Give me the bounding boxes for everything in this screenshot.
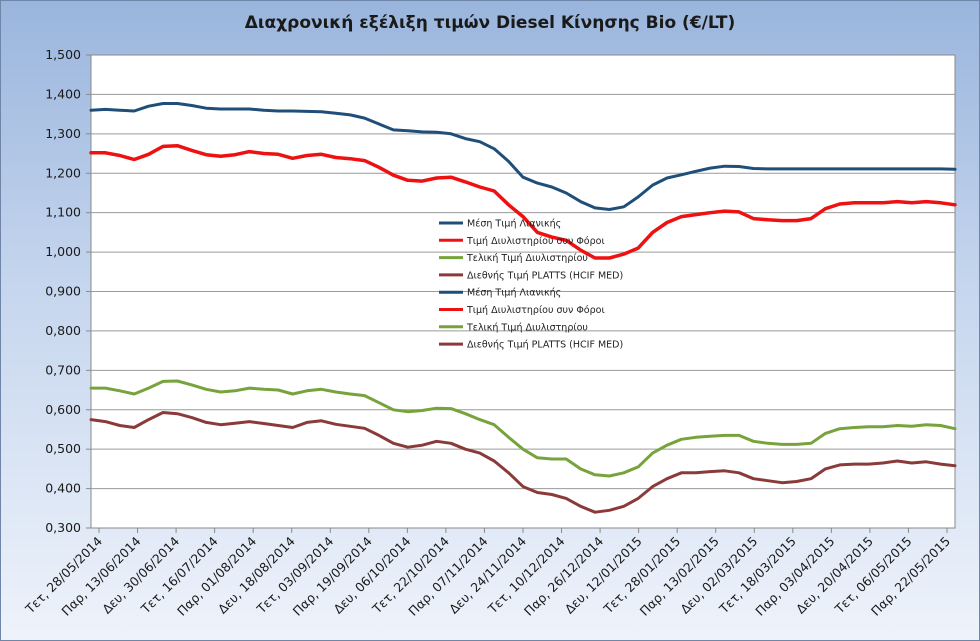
y-tick-label: 0,300 (45, 520, 81, 535)
y-tick-label: 1,200 (45, 165, 81, 180)
y-axis-ticks: 0,300 0,400 0,500 0,600 0,700 0,800 0,900 1,000… (45, 47, 91, 535)
series-line-1 (89, 102, 957, 211)
legend-label: Τιμή Διυλιστηρίου συν Φόροι (466, 305, 605, 316)
y-tick-label: 1,400 (45, 86, 81, 101)
y-tick-label: 0,900 (45, 284, 81, 299)
chart-title: Διαχρονική εξέλιξη τιμών Diesel Κίνησης … (244, 13, 736, 33)
y-tick-label: 0,600 (45, 402, 81, 417)
legend-label: Διεθνής Τιμή PLATTS (HCIF MED) (467, 340, 623, 351)
gridlines (91, 93, 955, 490)
series-line-2 (89, 143, 957, 260)
y-tick-label: 0,400 (45, 481, 81, 496)
legend-label: Μέση Τιμή Λιανικής (467, 219, 561, 230)
y-tick-label: 0,700 (45, 362, 81, 377)
legend-label: Μέση Τιμή Λιανικής (467, 288, 561, 299)
y-tick-label: 0,500 (45, 441, 81, 456)
y-tick-label: 0,800 (45, 323, 81, 338)
legend-label: Τελική Τιμή Διυλιστηρίου (466, 322, 588, 333)
legend: Μέση Τιμή Λιανικής Τιμή Διυλιστηρίου συν … (439, 219, 623, 351)
series-lines (89, 102, 957, 514)
series-line-3 (89, 379, 957, 478)
y-tick-label: 1,300 (45, 126, 81, 141)
legend-label: Τελική Τιμή Διυλιστηρίου (466, 253, 588, 264)
legend-label: Τιμή Διυλιστηρίου συν Φόροι (466, 236, 605, 247)
legend-label: Διεθνής Τιμή PLATTS (HCIF MED) (467, 270, 623, 281)
y-tick-label: 1,100 (45, 205, 81, 220)
y-tick-label: 1,500 (45, 47, 81, 62)
y-tick-label: 1,000 (45, 244, 81, 259)
series-line-4 (89, 411, 957, 514)
